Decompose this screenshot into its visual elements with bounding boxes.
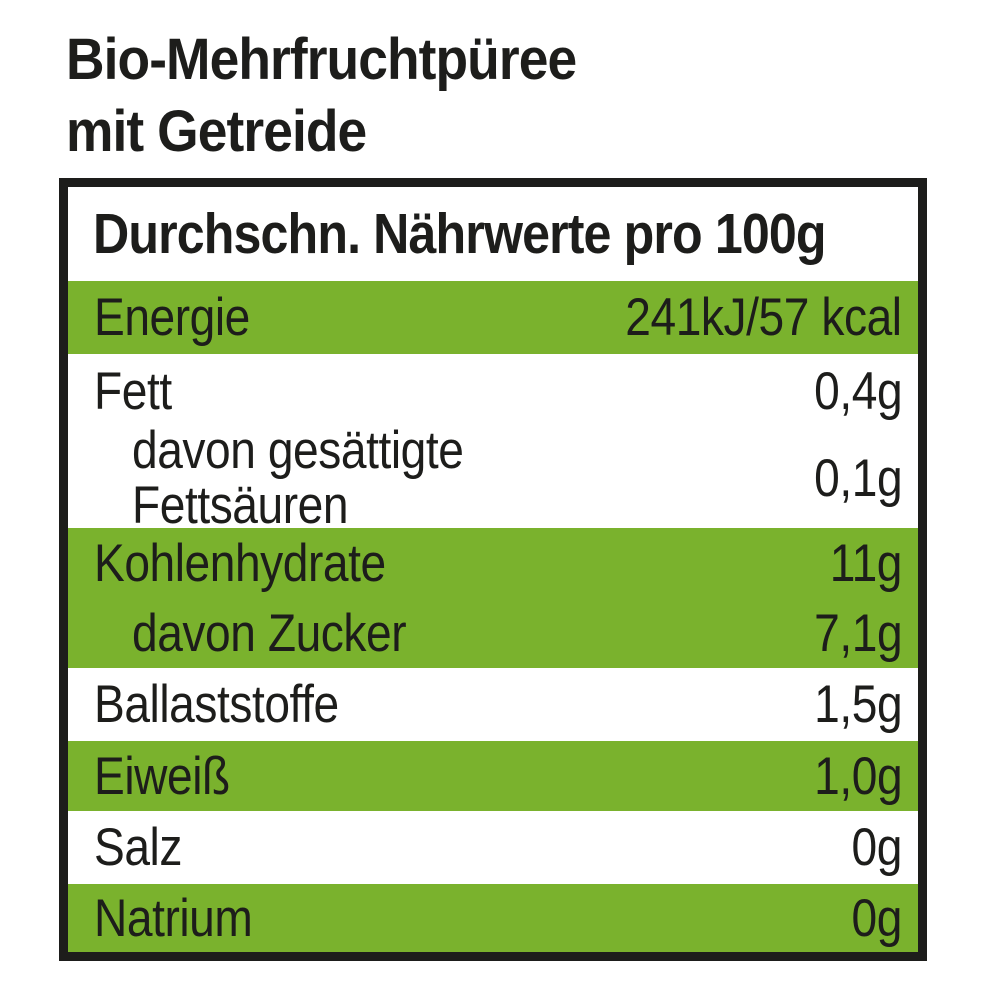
row-label: davon gesättigte Fettsäuren: [132, 421, 464, 535]
table-row-natrium: Natrium 0g: [68, 884, 918, 952]
product-title-line2: mit Getreide: [66, 99, 367, 164]
table-row-gesaettigte-fettsaeuren: davon gesättigte Fettsäuren 0,1g: [68, 423, 918, 533]
row-value: 7,1g: [813, 603, 902, 663]
table-row-fett: Fett 0,4g: [68, 354, 918, 428]
product-title: Bio-Mehrfruchtpüree mit Getreide: [66, 24, 577, 168]
table-row-eiweiss: Eiweiß 1,0g: [68, 741, 918, 811]
table-header-text: Durchschn. Nährwerte pro 100g: [93, 202, 827, 266]
row-label: Salz: [94, 818, 182, 877]
row-label: Eiweiß: [94, 746, 230, 806]
table-row-salz: Salz 0g: [68, 811, 918, 884]
row-label: Energie: [94, 288, 250, 347]
row-label: davon Zucker: [132, 603, 407, 663]
table-header-row: Durchschn. Nährwerte pro 100g: [68, 187, 918, 281]
row-value: 11g: [829, 533, 903, 593]
row-value: 0,1g: [813, 448, 902, 508]
row-value: 241kJ/57 kcal: [625, 288, 903, 347]
table-row-zucker: davon Zucker 7,1g: [68, 598, 918, 668]
table-row-ballaststoffe: Ballaststoffe 1,5g: [68, 668, 918, 741]
product-title-line1: Bio-Mehrfruchtpüree: [66, 27, 577, 92]
row-label: Fett: [94, 361, 172, 421]
row-label: Natrium: [94, 888, 253, 948]
row-label-line2: Fettsäuren: [132, 476, 349, 535]
nutrition-table: Durchschn. Nährwerte pro 100g Energie 24…: [59, 178, 927, 961]
row-label-line1: davon gesättigte: [132, 421, 464, 480]
row-value: 0g: [851, 888, 903, 948]
row-value: 0,4g: [813, 361, 902, 421]
row-label: Kohlenhydrate: [94, 533, 386, 593]
table-row-energie: Energie 241kJ/57 kcal: [68, 281, 918, 354]
row-value: 0g: [851, 818, 903, 877]
table-row-kohlenhydrate: Kohlenhydrate 11g: [68, 528, 918, 598]
row-value: 1,0g: [813, 746, 902, 806]
row-label: Ballaststoffe: [94, 675, 339, 734]
row-value: 1,5g: [813, 675, 902, 734]
